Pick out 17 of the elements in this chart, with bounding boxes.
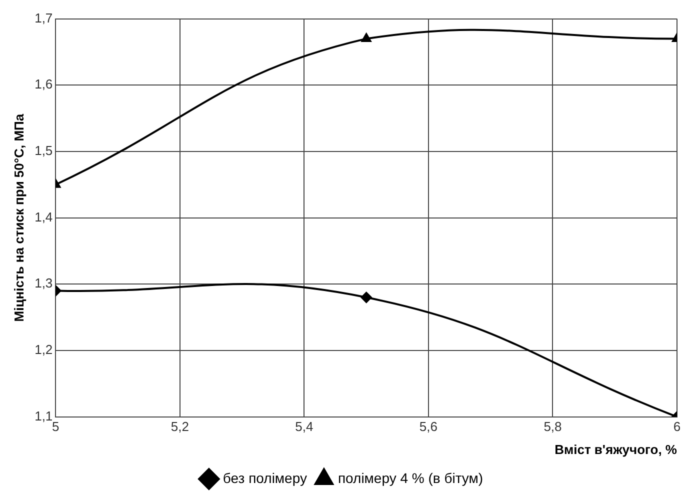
legend-label: полімеру 4 % (в бітум) <box>338 470 484 486</box>
y-tick-label: 1,2 <box>34 342 53 358</box>
x-tick-label: 5,8 <box>544 419 562 434</box>
y-tick-label: 1,4 <box>34 209 53 224</box>
y-axis-title: Міцність на стиск при 50°С, МПа <box>11 113 26 322</box>
x-tick-label: 5 <box>52 419 60 434</box>
y-tick-label: 1,3 <box>34 276 53 291</box>
x-tick-label: 5,6 <box>419 419 438 434</box>
y-tick-label: 1,6 <box>34 76 53 92</box>
x-tick-label: 5,4 <box>295 419 314 434</box>
y-tick-label: 1,7 <box>34 10 53 26</box>
x-tick-label: 5,2 <box>170 419 189 434</box>
y-tick-label: 1,1 <box>34 408 53 424</box>
x-tick-label: 6 <box>673 419 681 434</box>
legend-label: без полімеру <box>222 470 307 486</box>
y-tick-label: 1,5 <box>34 143 53 158</box>
x-axis-title: Вміст в'яжучого, % <box>554 442 678 457</box>
